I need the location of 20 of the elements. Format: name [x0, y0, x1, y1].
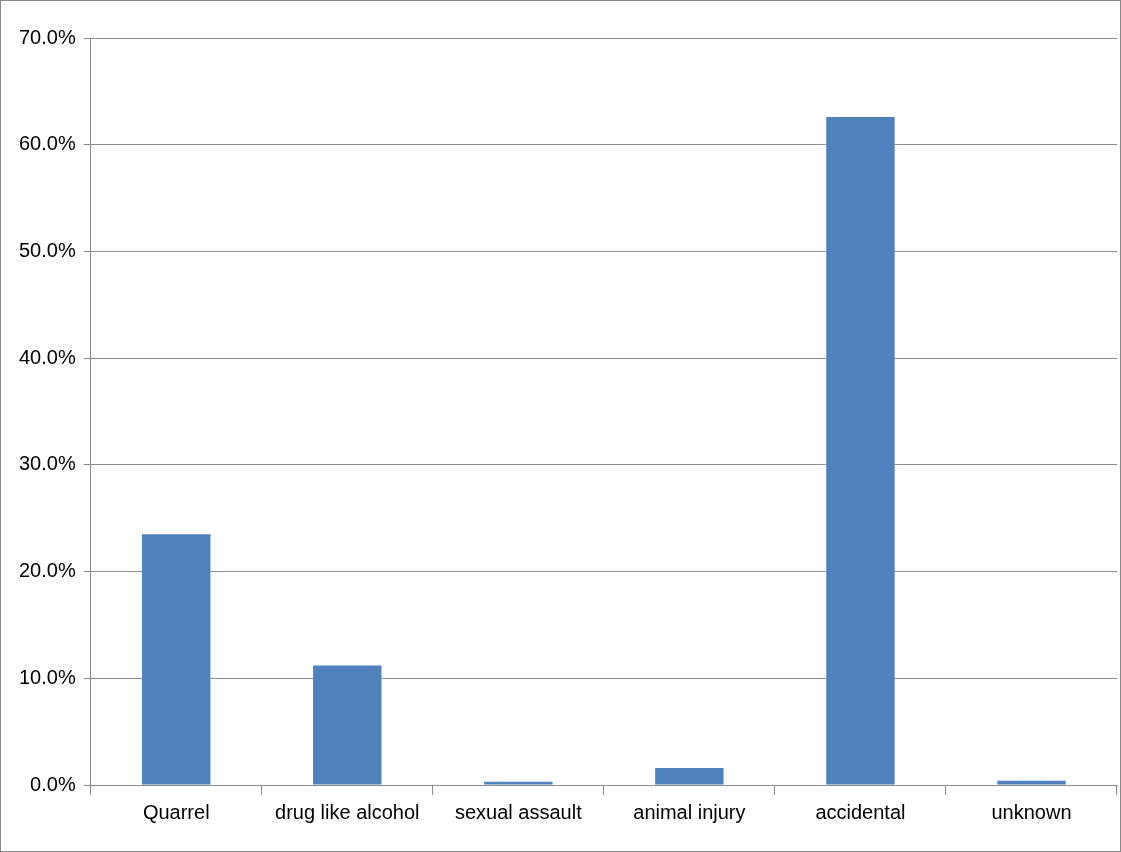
x-tick-label: sexual assault — [454, 800, 583, 823]
bar — [997, 780, 1066, 785]
x-tick-label: unknown — [991, 800, 1072, 823]
y-tick-label: 10.0% — [18, 665, 76, 688]
y-tick-label: 70.0% — [18, 25, 76, 48]
bar — [655, 767, 724, 785]
x-tick-label: drug like alcohol — [275, 800, 420, 823]
x-tick-label: accidental — [815, 800, 906, 823]
bar — [313, 665, 382, 785]
bar — [826, 116, 895, 785]
bar — [484, 781, 553, 785]
bar — [142, 534, 211, 785]
y-tick-label: 20.0% — [18, 559, 76, 582]
x-tick-label: animal injury — [633, 800, 746, 823]
y-tick-label: 30.0% — [18, 452, 76, 475]
y-tick-label: 40.0% — [18, 345, 76, 368]
x-tick-label: Quarrel — [142, 800, 210, 823]
y-tick-label: 0.0% — [30, 772, 76, 795]
y-tick-label: 50.0% — [18, 238, 76, 261]
y-tick-label: 60.0% — [18, 132, 76, 155]
